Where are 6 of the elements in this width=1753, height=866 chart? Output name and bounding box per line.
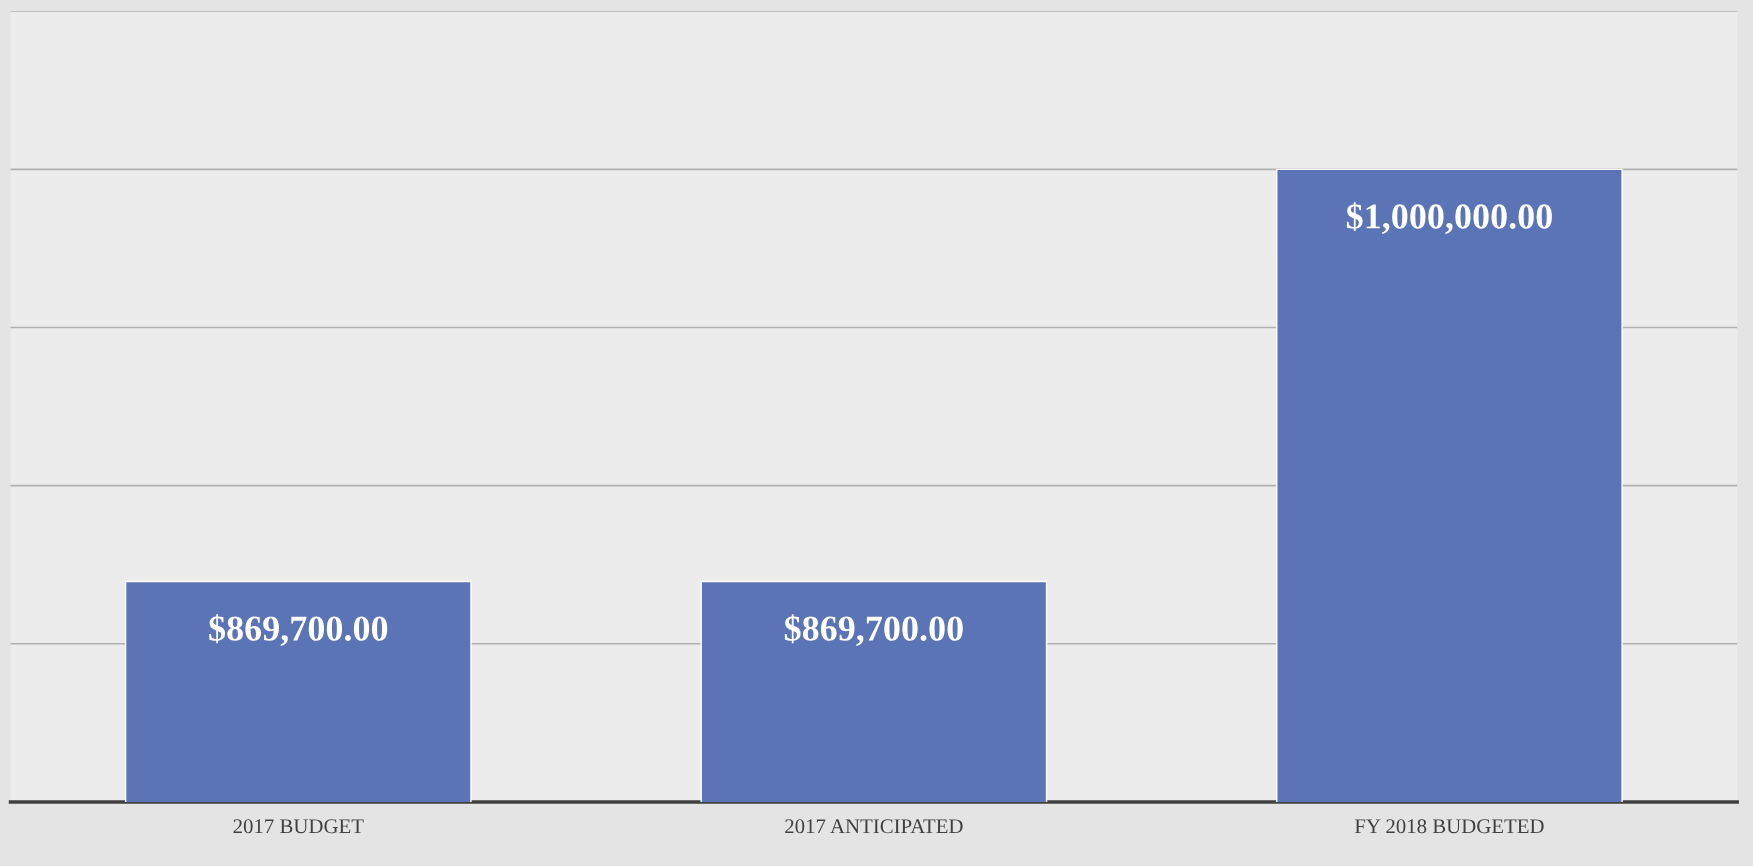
data-label: $869,700.00 — [209, 614, 388, 647]
data-label: $1,000,000.00 — [1346, 202, 1552, 234]
x-tick-label: 2017 BUDGET — [233, 819, 364, 834]
x-tick-label: 2017 ANTICIPATED — [785, 819, 963, 834]
data-label: $869,700.00 — [784, 614, 963, 647]
x-tick-label: FY 2018 BUDGETED — [1354, 819, 1544, 834]
